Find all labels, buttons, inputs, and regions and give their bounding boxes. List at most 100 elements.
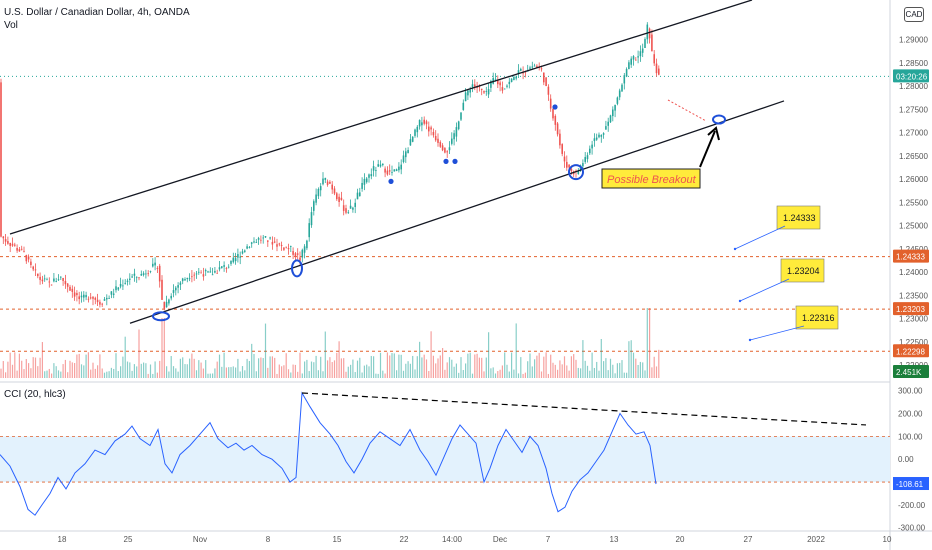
candle-body (474, 84, 476, 87)
candle-body (363, 178, 366, 185)
volume-bar (446, 362, 448, 378)
volume-bar (593, 367, 595, 378)
candle-body (290, 246, 292, 247)
candle-body (94, 297, 97, 300)
candle-body (69, 286, 71, 291)
volume-bar (616, 363, 618, 378)
volume-bar (138, 329, 140, 378)
candle-body (156, 268, 159, 269)
date-tick-label: 27 (744, 535, 753, 544)
candle-body (540, 68, 543, 70)
volume-bar (566, 365, 568, 378)
pivot-dot (452, 158, 458, 164)
candle-body (561, 144, 563, 154)
volume-bar (458, 372, 460, 378)
candle-body (407, 149, 409, 154)
candle-body (349, 205, 352, 209)
volume-bar (586, 365, 589, 378)
candle-body (232, 257, 235, 263)
candle-body (423, 119, 425, 124)
volume-bar (110, 367, 112, 378)
volume-bar (202, 368, 204, 378)
volume-bar (407, 361, 409, 378)
volume-bar (237, 358, 239, 378)
volume-bar (494, 373, 497, 378)
candle-body (280, 244, 283, 246)
volume-bar (177, 371, 179, 378)
volume-bar (483, 371, 485, 378)
candle-body (106, 297, 108, 300)
candle-body (448, 147, 451, 151)
candle-body (227, 266, 230, 268)
candle-body (365, 178, 368, 183)
price-tick-label: 1.22500 (899, 338, 928, 347)
candle-body (439, 142, 442, 147)
price-tick-label: 1.24500 (899, 245, 928, 254)
volume-bar (175, 368, 177, 378)
callout-pointer (739, 278, 790, 302)
price-tick-label: 1.27500 (899, 105, 928, 114)
channel-upper-line (9, 0, 753, 235)
volume-bar (232, 366, 234, 378)
candle-body (462, 102, 465, 110)
candle-body (262, 237, 264, 239)
candle-body (57, 279, 60, 281)
candle-body (25, 255, 28, 262)
date-tick-label: 18 (58, 535, 67, 544)
volume-bar (258, 358, 260, 378)
candle-body (388, 170, 391, 172)
volume-bar (373, 356, 375, 378)
candle-body (195, 273, 198, 275)
volume-bar (313, 362, 315, 378)
volume-bar (425, 359, 428, 378)
volume-bar (5, 372, 7, 378)
candle-body (490, 80, 492, 88)
candle-body (347, 212, 350, 214)
volume-bar (308, 371, 310, 378)
volume-bar (124, 336, 126, 378)
currency-button[interactable]: CAD (904, 7, 924, 22)
candle-body (209, 271, 212, 273)
candle-body (457, 121, 460, 130)
candle-body (319, 186, 322, 191)
candle-body (267, 240, 269, 242)
candle-body (547, 86, 550, 95)
candle-body (165, 301, 168, 308)
price-callout-box (776, 205, 821, 230)
candle-body (119, 284, 122, 287)
candle-body (9, 242, 11, 246)
volume-label: Vol (4, 20, 18, 31)
candle-body (55, 281, 57, 282)
volume-bar (85, 354, 87, 378)
volume-bars (0, 308, 660, 378)
candle-body (131, 276, 133, 278)
volume-bar (642, 362, 644, 378)
volume-bar (221, 366, 223, 378)
candle-body (559, 133, 561, 146)
candle-body (186, 277, 189, 280)
volume-bar (531, 366, 533, 378)
candle-body (271, 241, 274, 245)
candle-body (225, 268, 228, 269)
candle-body (563, 156, 566, 162)
candle-body (276, 244, 278, 247)
volume-bar (333, 360, 336, 378)
price-badge-label: 1.24333 (896, 253, 925, 262)
volume-bar (21, 360, 23, 378)
cci-last-badge (893, 477, 929, 491)
volume-bar (278, 364, 280, 378)
candle-body (566, 161, 568, 168)
candle-body (598, 134, 600, 138)
volume-bar (396, 370, 398, 378)
volume-bar (600, 339, 602, 378)
volume-bar (80, 364, 83, 378)
volume-bar (577, 367, 579, 378)
volume-bar (469, 352, 471, 378)
volume-bar (596, 361, 598, 378)
volume-bar (474, 354, 476, 378)
candle-body (494, 78, 497, 80)
date-tick-label: 7 (546, 535, 551, 544)
volume-bar (25, 359, 27, 378)
candle-body (287, 248, 290, 250)
